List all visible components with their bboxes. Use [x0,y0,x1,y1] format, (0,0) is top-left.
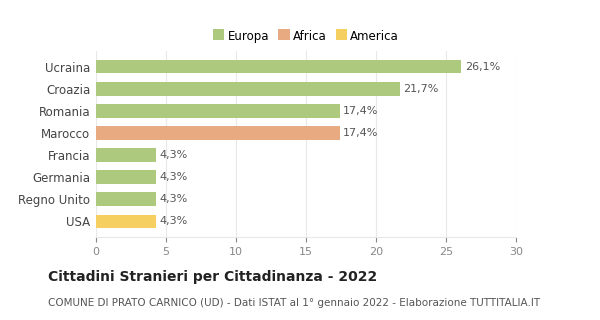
Text: 17,4%: 17,4% [343,128,379,138]
Bar [96,215,156,228]
Bar [96,82,400,95]
Text: 26,1%: 26,1% [465,61,500,71]
Text: 21,7%: 21,7% [403,84,439,94]
Text: 17,4%: 17,4% [343,106,379,116]
Text: 4,3%: 4,3% [160,194,188,204]
Legend: Europa, Africa, America: Europa, Africa, America [211,28,401,45]
Bar [96,193,156,206]
Bar [96,126,340,140]
Text: Cittadini Stranieri per Cittadinanza - 2022: Cittadini Stranieri per Cittadinanza - 2… [48,270,377,284]
Bar [96,104,340,118]
Bar [96,60,461,73]
Text: 4,3%: 4,3% [160,217,188,227]
Text: 4,3%: 4,3% [160,172,188,182]
Bar [96,170,156,184]
Bar [96,148,156,162]
Text: COMUNE DI PRATO CARNICO (UD) - Dati ISTAT al 1° gennaio 2022 - Elaborazione TUTT: COMUNE DI PRATO CARNICO (UD) - Dati ISTA… [48,298,540,308]
Text: 4,3%: 4,3% [160,150,188,160]
